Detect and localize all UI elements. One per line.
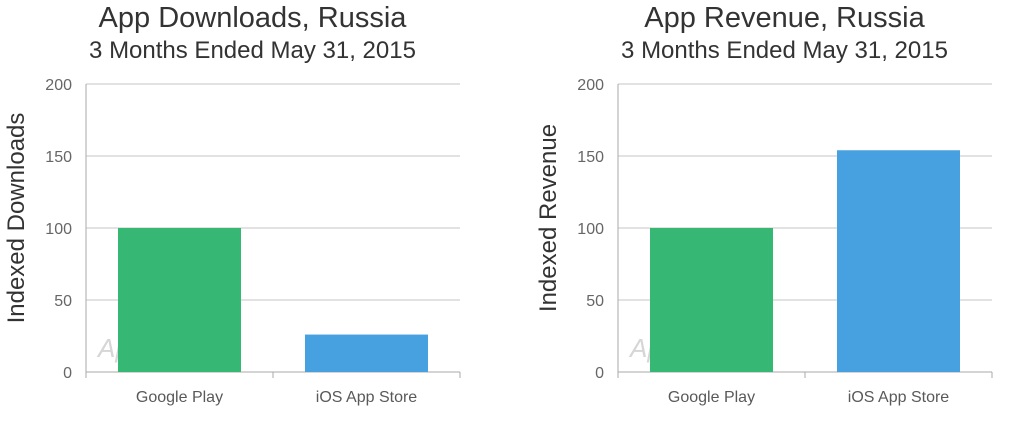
bar-google-play [118,228,241,372]
x-tick-label: Google Play [136,389,223,406]
y-tick-label: 0 [595,365,604,382]
y-tick-label: 200 [45,77,72,94]
y-axis-title: Indexed Revenue [535,124,562,312]
x-tick-label: iOS App Store [848,389,949,406]
y-tick-label: 100 [45,221,72,238]
downloads-chart-panel: App Downloads, Russia 3 Months Ended May… [0,0,505,421]
bar-ios-app-store [837,150,960,372]
x-tick-label: Google Play [668,389,755,406]
chart-title: App Downloads, Russia [98,2,407,34]
y-tick-label: 0 [63,365,72,382]
y-tick-label: 150 [45,149,72,166]
y-tick-label: 150 [577,149,604,166]
bar-google-play [650,228,773,372]
y-tick-label: 50 [54,293,72,310]
y-tick-label: 50 [586,293,604,310]
chart-title: App Revenue, Russia [644,2,925,34]
chart-subtitle: 3 Months Ended May 31, 2015 [621,37,948,64]
y-axis-title: Indexed Downloads [3,113,30,324]
bar-ios-app-store [305,334,428,372]
x-tick-label: iOS App Store [316,389,417,406]
revenue-chart-panel: App Revenue, Russia 3 Months Ended May 3… [532,0,1011,421]
y-tick-label: 200 [577,77,604,94]
chart-subtitle: 3 Months Ended May 31, 2015 [89,37,416,64]
y-tick-label: 100 [577,221,604,238]
